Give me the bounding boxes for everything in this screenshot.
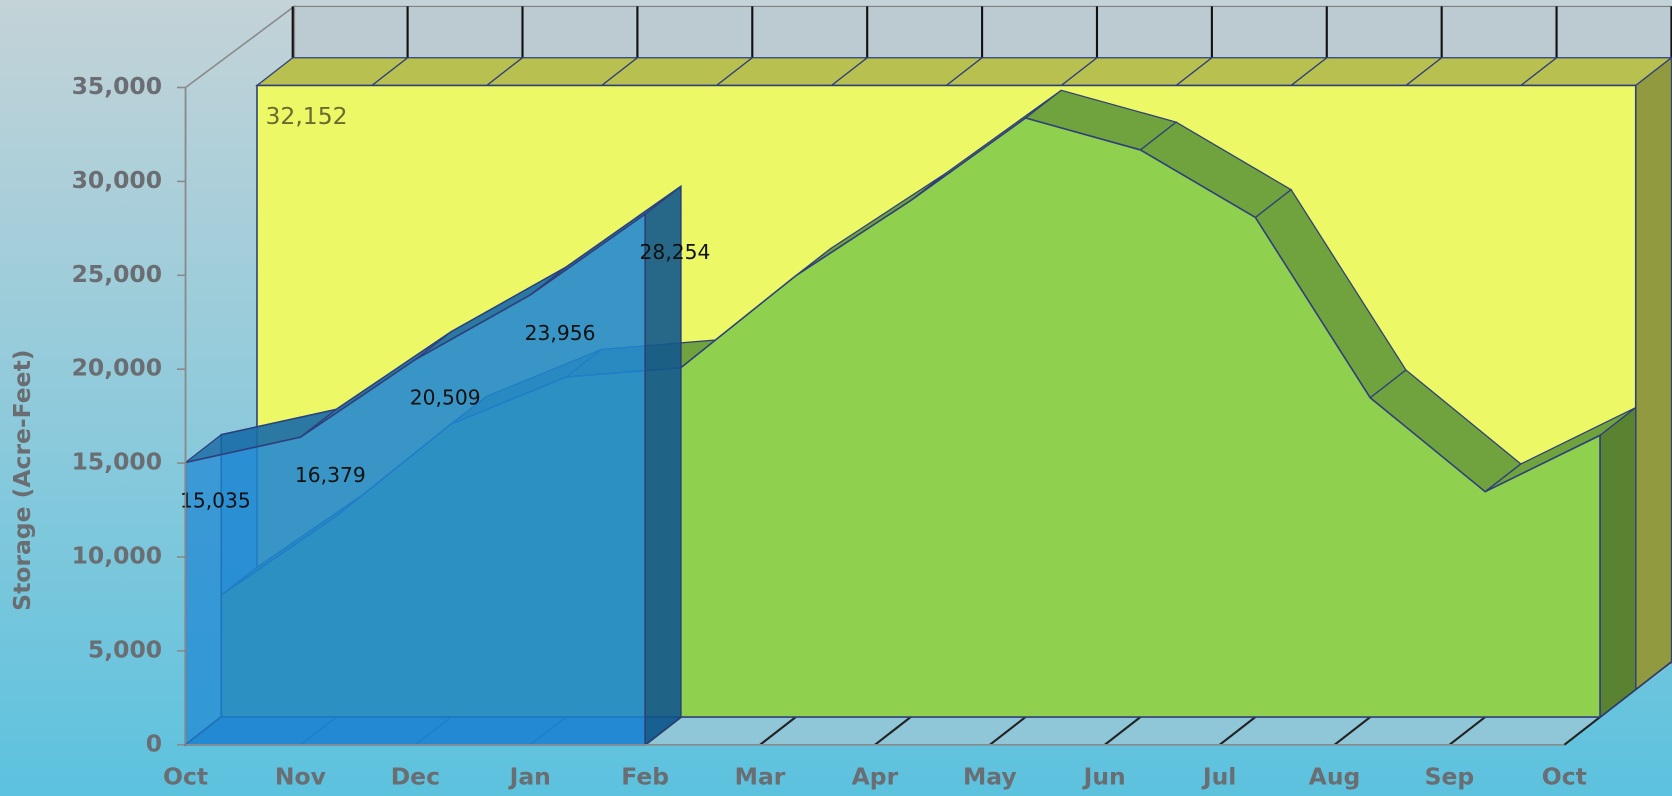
value-label: 28,254	[640, 240, 711, 264]
x-tick-label: Oct	[163, 762, 208, 790]
x-tick-label: Jul	[1201, 762, 1236, 790]
plot: 0 5,000 10,000 15,000 20,000 25,000 30,000 35,0…	[72, 6, 1672, 790]
value-label: 32,152	[266, 102, 348, 130]
y-tick-label: 0	[146, 729, 162, 757]
x-tick-label: May	[963, 762, 1017, 790]
x-tick-label: Sep	[1425, 762, 1475, 790]
y-tick-label: 10,000	[72, 541, 162, 569]
x-tick-label: Oct	[1542, 762, 1587, 790]
y-tick-label: 20,000	[72, 354, 162, 382]
y-tick-label: 35,000	[72, 72, 162, 100]
area-side	[1635, 56, 1672, 691]
area	[184, 212, 646, 746]
y-axis-title: Storage (Acre-Feet)	[8, 349, 36, 610]
y-tick-label: 25,000	[72, 260, 162, 288]
x-tick-label: Apr	[852, 762, 899, 790]
x-tick-label: Mar	[735, 762, 786, 790]
x-tick-label: Jan	[508, 762, 551, 790]
value-label: 15,035	[180, 488, 251, 512]
x-tick-label: Aug	[1309, 762, 1361, 790]
value-label: 20,509	[410, 386, 481, 410]
value-label: 23,956	[525, 321, 596, 345]
area-side	[1599, 406, 1637, 719]
x-tick-label: Feb	[621, 762, 669, 790]
y-tick-label: 15,000	[72, 448, 162, 476]
area-side	[644, 185, 682, 747]
y-tick-label: 5,000	[88, 635, 162, 663]
x-tick-label: Jun	[1082, 762, 1126, 790]
y-tick-label: 30,000	[72, 166, 162, 194]
x-tick-label: Dec	[391, 762, 440, 790]
value-label: 16,379	[295, 463, 366, 487]
x-tick-label: Nov	[275, 762, 326, 790]
